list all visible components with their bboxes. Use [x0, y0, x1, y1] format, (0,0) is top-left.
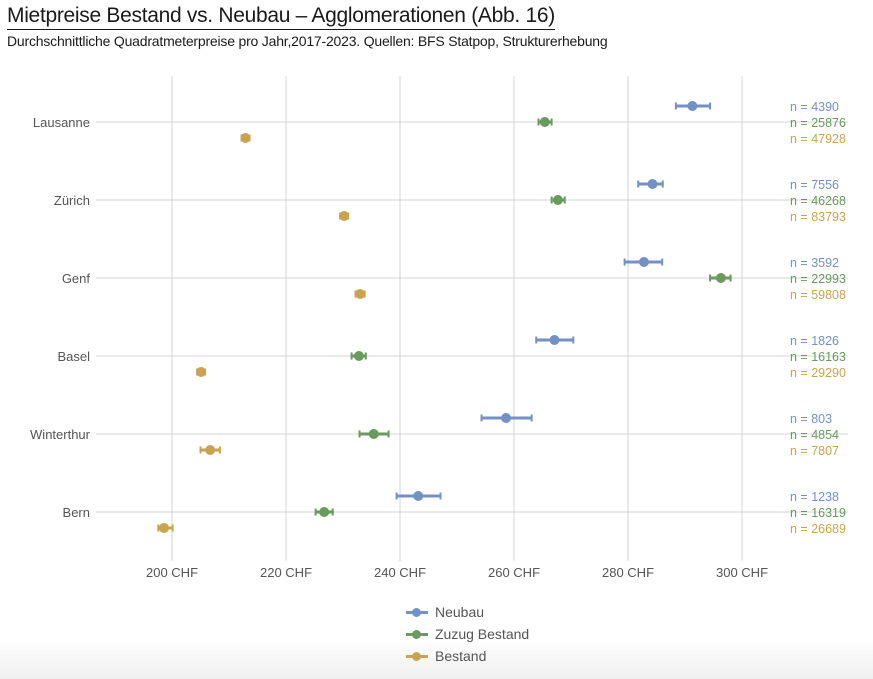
x-tick-label: 260 CHF [488, 565, 540, 580]
data-point-neubau [480, 413, 533, 423]
sample-size-label: n = 83793 [790, 210, 846, 224]
y-axis: Lausanne Zürich Genf Basel Winterthur Bern [30, 115, 91, 520]
sample-size-label: n = 803 [790, 412, 832, 426]
grid [96, 76, 848, 561]
point-marker [339, 211, 350, 221]
point-marker [240, 133, 251, 143]
data-point-neubau [674, 101, 712, 111]
y-category-label: Genf [62, 271, 91, 286]
x-axis: 200 CHF 220 CHF 240 CHF 260 CHF 280 CHF 300 C… [146, 565, 768, 580]
sample-size-label: n = 29290 [790, 366, 846, 380]
y-category-label: Lausanne [33, 115, 90, 130]
legend-dot [412, 651, 421, 661]
chart-title: Mietpreise Bestand vs. Neubau – Agglomer… [7, 3, 555, 30]
y-category-label: Bern [63, 505, 90, 520]
x-tick-label: 220 CHF [260, 565, 312, 580]
point-marker [353, 351, 364, 361]
legend-label: Bestand [435, 648, 487, 664]
sample-size-label: n = 46268 [790, 194, 846, 208]
data-point-bestand [196, 367, 207, 377]
point-marker [539, 117, 550, 127]
point-marker [552, 195, 563, 205]
point-marker [413, 491, 424, 501]
sample-size-label: n = 4390 [790, 100, 839, 114]
sample-size-label: n = 26689 [790, 522, 846, 536]
x-tick-label: 200 CHF [146, 565, 198, 580]
data-point-zuzug-bestand [350, 351, 367, 361]
data-point-neubau [637, 179, 664, 189]
legend-label: Zuzug Bestand [435, 626, 530, 642]
data-point-zuzug-bestand [358, 429, 390, 439]
point-marker [501, 413, 512, 423]
sample-size-label: n = 7556 [790, 178, 839, 192]
sample-size-label: n = 16163 [790, 350, 846, 364]
point-marker [647, 179, 658, 189]
x-tick-label: 300 CHF [716, 565, 768, 580]
legend-dot [412, 607, 421, 617]
point-marker [638, 257, 649, 267]
sample-size-label: n = 25876 [790, 116, 846, 130]
y-category-label: Winterthur [30, 427, 91, 442]
data-point-zuzug-bestand [709, 273, 732, 283]
legend-dot [412, 629, 421, 639]
point-marker [368, 429, 379, 439]
legend-item[interactable]: Bestand [406, 645, 529, 667]
legend-swatch-icon [406, 650, 428, 662]
data-point-neubau [623, 257, 664, 267]
point-marker [687, 101, 698, 111]
legend-swatch-icon [406, 628, 428, 640]
data-point-neubau [535, 335, 575, 345]
sample-size-label: n = 1826 [790, 334, 839, 348]
data-point-zuzug-bestand [550, 195, 566, 205]
point-marker [549, 335, 560, 345]
sample-size-label: n = 59808 [790, 288, 846, 302]
data-point-bestand [199, 445, 221, 455]
y-category-label: Basel [57, 349, 90, 364]
legend-item[interactable]: Zuzug Bestand [406, 623, 529, 645]
point-marker [319, 507, 330, 517]
data-point-zuzug-bestand [537, 117, 553, 127]
sample-size-label: n = 1238 [790, 490, 839, 504]
point-marker [159, 523, 170, 533]
data-point-bestand [240, 133, 251, 143]
sample-size-label: n = 4854 [790, 428, 839, 442]
point-marker [355, 289, 366, 299]
data-point-bestand [339, 211, 350, 221]
data-point-bestand [354, 289, 366, 299]
data-point-bestand [157, 523, 174, 533]
sample-size-label: n = 22993 [790, 272, 846, 286]
point-marker [205, 445, 216, 455]
y-category-label: Zürich [54, 193, 90, 208]
point-marker [715, 273, 726, 283]
legend-swatch-icon [406, 606, 428, 618]
x-tick-label: 280 CHF [602, 565, 654, 580]
data-marks [157, 101, 732, 533]
sample-size-label: n = 7807 [790, 444, 839, 458]
legend-label: Neubau [435, 604, 485, 620]
data-point-neubau [395, 491, 442, 501]
sample-size-labels: n = 4390 n = 7556 n = 3592 n = 1826 n = 803 n… [790, 100, 846, 536]
sample-size-label: n = 47928 [790, 132, 846, 146]
sample-size-label: n = 16319 [790, 506, 846, 520]
legend: Neubau Zuzug Bestand Bestand [406, 601, 529, 667]
x-tick-label: 240 CHF [374, 565, 426, 580]
sample-size-label: n = 3592 [790, 256, 839, 270]
legend-item[interactable]: Neubau [406, 601, 529, 623]
chart-subtitle: Durchschnittliche Quadratmeterpreise pro… [7, 33, 608, 49]
point-marker [196, 367, 207, 377]
data-point-zuzug-bestand [314, 507, 334, 517]
